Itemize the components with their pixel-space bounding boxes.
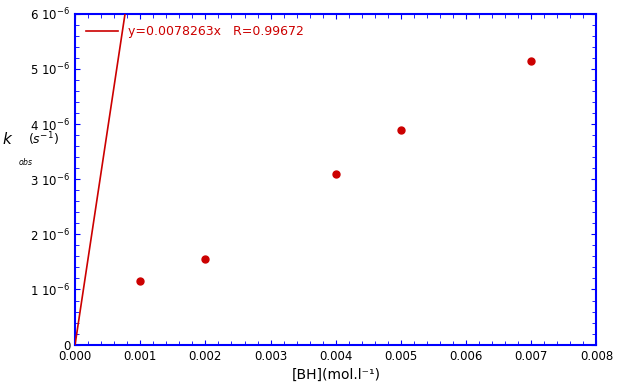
Text: $(s^{-1})$: $(s^{-1})$ [28, 131, 59, 148]
Legend: y=0.0078263x   R=0.99672: y=0.0078263x R=0.99672 [81, 20, 308, 43]
Text: $_{obs}$: $_{obs}$ [18, 156, 33, 169]
X-axis label: [BH](mol.l⁻¹): [BH](mol.l⁻¹) [291, 368, 380, 382]
Text: $k$: $k$ [2, 131, 13, 147]
